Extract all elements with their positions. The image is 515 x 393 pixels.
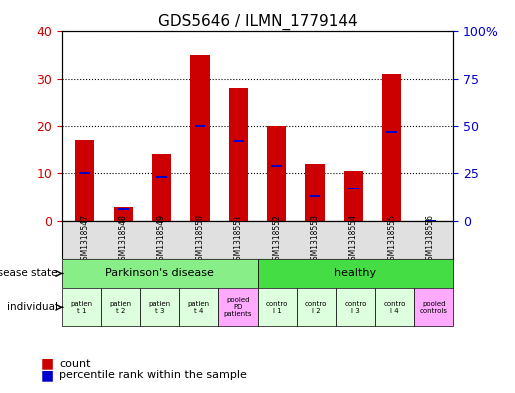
Bar [118, 208, 129, 210]
Bar [310, 195, 320, 197]
Text: healthy: healthy [334, 268, 376, 279]
Text: GSM1318554: GSM1318554 [349, 214, 358, 265]
Text: contro
l 1: contro l 1 [266, 301, 288, 314]
Bar [382, 74, 401, 221]
Text: percentile rank within the sample: percentile rank within the sample [59, 370, 247, 380]
Text: disease state: disease state [0, 268, 58, 279]
Text: ■: ■ [41, 356, 54, 371]
Bar [229, 88, 248, 221]
Text: GSM1318548: GSM1318548 [118, 214, 128, 265]
Text: contro
l 4: contro l 4 [383, 301, 406, 314]
Text: Parkinson's disease: Parkinson's disease [105, 268, 214, 279]
Bar [191, 55, 210, 221]
Text: patien
t 1: patien t 1 [71, 301, 92, 314]
Bar [386, 131, 397, 133]
Bar [305, 164, 324, 221]
Text: pooled
PD
patients: pooled PD patients [224, 297, 252, 317]
Title: GDS5646 / ILMN_1779144: GDS5646 / ILMN_1779144 [158, 14, 357, 30]
Text: patien
t 2: patien t 2 [110, 301, 131, 314]
Text: pooled
controls: pooled controls [420, 301, 448, 314]
FancyBboxPatch shape [336, 288, 375, 326]
Text: contro
l 2: contro l 2 [305, 301, 328, 314]
FancyBboxPatch shape [258, 288, 297, 326]
Bar [267, 126, 286, 221]
Text: GSM1318555: GSM1318555 [387, 214, 397, 265]
Text: patien
t 4: patien t 4 [188, 301, 210, 314]
Text: GSM1318550: GSM1318550 [195, 214, 204, 265]
Text: contro
l 3: contro l 3 [344, 301, 367, 314]
Bar [233, 140, 244, 142]
Bar [425, 220, 436, 222]
Bar [271, 165, 282, 167]
Bar [79, 173, 90, 174]
FancyBboxPatch shape [297, 288, 336, 326]
Bar [344, 171, 363, 221]
Bar [195, 125, 205, 127]
Text: GSM1318552: GSM1318552 [272, 214, 281, 265]
FancyBboxPatch shape [258, 259, 453, 288]
Bar [156, 176, 167, 178]
Text: GSM1318553: GSM1318553 [311, 214, 320, 265]
Text: count: count [59, 358, 91, 369]
FancyBboxPatch shape [375, 288, 414, 326]
FancyBboxPatch shape [62, 259, 258, 288]
Bar [114, 207, 133, 221]
FancyBboxPatch shape [140, 288, 179, 326]
Text: individual: individual [7, 302, 58, 312]
Text: GSM1318547: GSM1318547 [80, 214, 89, 265]
Bar [152, 154, 171, 221]
FancyBboxPatch shape [179, 288, 218, 326]
FancyBboxPatch shape [414, 288, 453, 326]
FancyBboxPatch shape [218, 288, 258, 326]
Text: patien
t 3: patien t 3 [149, 301, 170, 314]
FancyBboxPatch shape [62, 288, 101, 326]
Bar [75, 140, 94, 221]
FancyBboxPatch shape [101, 288, 140, 326]
Text: GSM1318556: GSM1318556 [426, 214, 435, 265]
Text: GSM1318549: GSM1318549 [157, 214, 166, 265]
Text: GSM1318551: GSM1318551 [234, 214, 243, 265]
Text: ■: ■ [41, 368, 54, 382]
Bar [348, 187, 359, 189]
